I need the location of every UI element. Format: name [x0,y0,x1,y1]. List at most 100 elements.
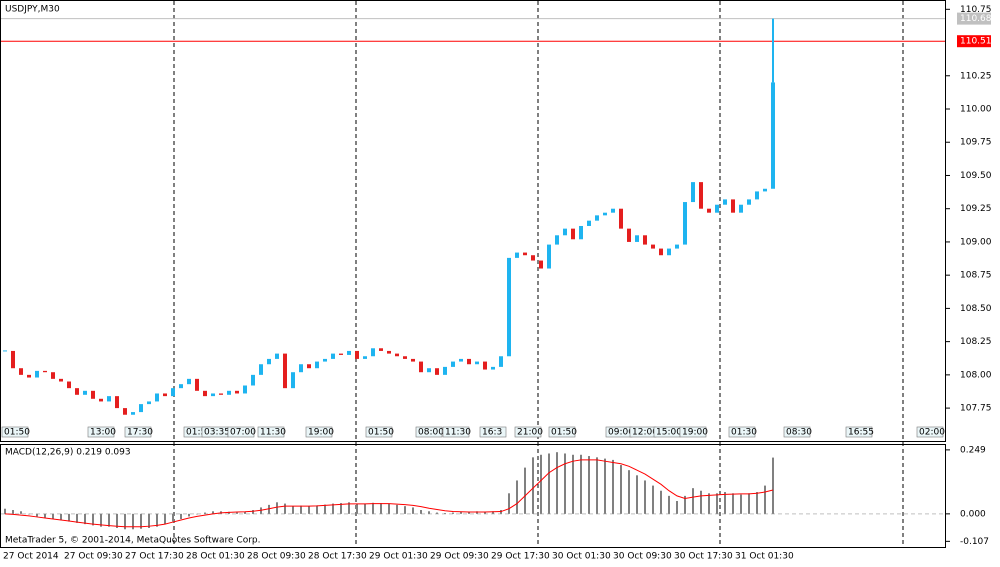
session-tag-box [514,426,542,438]
candle-body [515,252,519,258]
macd-bar [148,513,150,528]
macd-bar [204,512,206,514]
candle-body [435,368,439,375]
candle-body [715,204,719,213]
candle-body [643,235,647,245]
candle-body [259,364,263,375]
candle-body [731,199,735,213]
macd-bar [652,485,654,514]
candle-body [467,358,471,365]
session-tag: 16:3 [482,428,502,438]
candle-body [395,353,399,357]
macd-bar [700,490,702,514]
candle-body [611,208,615,213]
session-tag: 11:30 [445,428,471,438]
candle-body [131,412,135,415]
x-tick-label: 27 Oct 17:30 [125,552,184,562]
candle-body [763,188,767,192]
session-tag-box [442,426,470,438]
macd-bar [124,513,126,530]
bid-label-box [957,35,991,48]
macd-bar [212,511,214,514]
candle-body [51,372,55,379]
candle-body [603,212,607,216]
macd-bar [412,507,414,514]
candle-body [619,208,623,229]
macd-bar [12,510,14,514]
x-tick-label: 29 Oct 09:30 [430,552,489,562]
macd-bar [316,505,318,514]
macd-bar [420,510,422,514]
macd-bar [76,513,78,523]
candle-body [275,353,279,359]
bid-label: 110.51 [960,37,992,47]
candle-body [195,378,199,391]
macd-bar [636,475,638,514]
candle-body [67,381,71,389]
y-tick-label: 109.25 [960,204,992,214]
macd-bar [268,504,270,514]
macd-bar [492,511,494,514]
candle-body [43,370,47,373]
macd-bar [284,503,286,514]
macd-bar [372,502,374,514]
symbol-title: USDJPY,M30 [5,5,60,15]
macd-bar [540,454,542,514]
macd-bar [100,513,102,527]
session-tag-box [845,426,873,438]
y-tick-label: 110.00 [960,105,992,115]
candle-body [675,244,679,249]
y-tick-label: 108.75 [960,271,992,281]
candle-body [355,350,359,359]
macd-bar [668,495,670,514]
y-tick-label: 109.50 [960,171,992,181]
macd-bar [684,495,686,514]
candle-body [667,248,671,256]
candle-body [427,368,431,373]
session-tag-box [365,426,393,438]
macd-bar [364,503,366,514]
high-label: 110.68 [960,14,992,24]
session-tag: 15:00 [656,428,682,438]
session-tag: 08:00 [418,428,444,438]
session-tag-box [257,426,285,438]
macd-bar [116,513,118,528]
macd-frame [0,444,946,548]
macd-bar [604,458,606,514]
macd-bar [332,503,334,514]
macd-bar [404,506,406,514]
candle-body [171,388,175,397]
signal-line [4,459,774,528]
session-tag: 03:35 [204,428,230,438]
candle-body [387,350,391,354]
macd-bar [564,453,566,514]
x-tick-label: 30 Oct 17:30 [674,552,733,562]
macd-bar [732,493,734,514]
macd-bar [524,467,526,514]
macd-bar [476,511,478,514]
candle-body [443,366,447,375]
macd-bar [756,492,758,514]
macd-bar [716,493,718,514]
candle-body [243,385,247,394]
candle-body [475,361,479,365]
candle-body [563,228,567,236]
candle-body [27,374,31,378]
candle-body [523,252,527,256]
macd-bar [588,456,590,514]
candle-body [147,401,151,405]
candle-body [11,350,15,369]
macd-bar [140,513,142,529]
macd-bar [324,504,326,514]
session-tag-box [728,426,756,438]
macd-bar [60,513,62,521]
macd-bar [628,470,630,514]
macd-bar [340,503,342,514]
y-tick-label: 108.00 [960,370,992,380]
session-tag-box [916,426,944,438]
macd-bar [196,513,198,515]
candle-body [307,364,311,369]
y-tick-label: 108.25 [960,337,992,347]
x-tick-label: 28 Oct 09:30 [247,552,306,562]
